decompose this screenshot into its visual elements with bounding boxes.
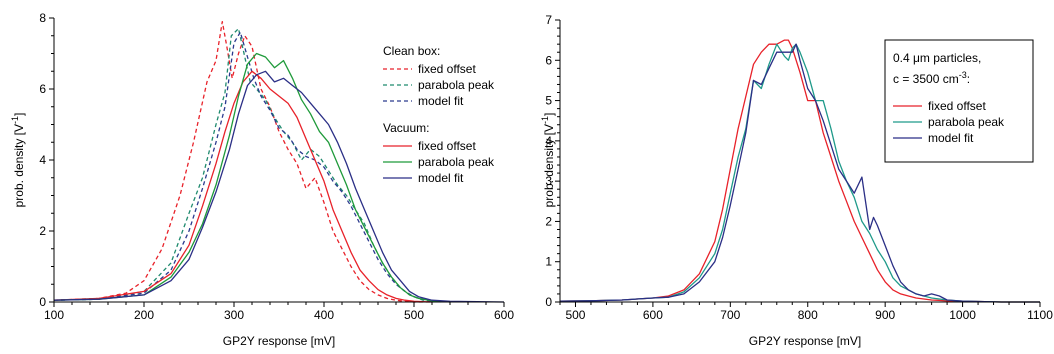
right-y-tick-label: 2 bbox=[545, 214, 552, 228]
right-y-tick-label: 3 bbox=[545, 174, 552, 188]
right-y-tick-label: 5 bbox=[545, 94, 552, 108]
legend-parabola-peak: parabola peak bbox=[928, 115, 1005, 129]
left-y-axis-label: prob. density [V-1] bbox=[10, 113, 26, 208]
legend-vacuum-model-fit: model fit bbox=[418, 171, 464, 185]
left-series-cleanbox-fixed-offset bbox=[53, 20, 432, 303]
right-axes bbox=[555, 19, 1041, 307]
left-x-axis-label: GP2Y response [mV] bbox=[223, 334, 336, 348]
right-y-tick-label: 6 bbox=[545, 53, 552, 67]
right-tick-labels: 500 600 700 800 900 1000 1100 0 1 2 3 4 5 6 7 bbox=[545, 13, 1053, 322]
legend-title-concentration: c = 3500 cm-3: bbox=[893, 70, 970, 86]
legend-group-title-clean-box: Clean box: bbox=[383, 44, 440, 58]
left-tick-labels: 100 200 300 400 500 600 0 2 4 6 8 bbox=[39, 11, 514, 322]
left-y-tick-label: 8 bbox=[39, 11, 46, 25]
right-x-axis-label: GP2Y response [mV] bbox=[749, 334, 862, 348]
right-legend-box bbox=[884, 39, 1034, 163]
right-x-tick-label: 900 bbox=[875, 308, 895, 322]
right-x-tick-label: 700 bbox=[720, 308, 740, 322]
left-x-tick-label: 500 bbox=[404, 308, 424, 322]
legend-title-particles: 0.4 μm particles, bbox=[893, 51, 981, 65]
right-y-tick-label: 1 bbox=[545, 255, 552, 269]
left-y-tick-label: 0 bbox=[39, 295, 46, 309]
right-series-fixed-offset bbox=[559, 39, 1040, 303]
left-series-vacuum-parabola-peak bbox=[53, 52, 451, 303]
legend-vacuum-parabola-peak: parabola peak bbox=[418, 155, 495, 169]
right-legend: 0.4 μm particles, c = 3500 cm-3: fixed o… bbox=[884, 39, 1034, 163]
left-axes bbox=[49, 17, 505, 307]
right-y-axis-label: prob. density [V-1] bbox=[540, 113, 556, 208]
left-series-cleanbox-model-fit bbox=[53, 31, 433, 303]
left-x-tick-label: 600 bbox=[494, 308, 514, 322]
right-x-tick-label: 1100 bbox=[1027, 308, 1053, 322]
right-y-tick-label: 4 bbox=[545, 134, 552, 148]
right-x-tick-label: 1000 bbox=[949, 308, 976, 322]
legend-clean-model-fit: model fit bbox=[418, 94, 464, 108]
left-series-vacuum-model-fit bbox=[53, 70, 505, 303]
right-y-tick-label: 0 bbox=[545, 295, 552, 309]
left-x-tick-label: 200 bbox=[134, 308, 154, 322]
right-x-tick-label: 800 bbox=[798, 308, 818, 322]
right-plot-area bbox=[559, 39, 1040, 303]
left-x-tick-label: 100 bbox=[44, 308, 64, 322]
right-x-tick-label: 500 bbox=[565, 308, 585, 322]
left-x-tick-label: 300 bbox=[224, 308, 244, 322]
left-series-vacuum-fixed-offset bbox=[53, 70, 433, 303]
legend-vacuum-fixed-offset: fixed offset bbox=[418, 139, 476, 153]
legend-group-title-vacuum: Vacuum: bbox=[383, 121, 429, 135]
left-legend: Clean box: fixed offset parabola peak mo… bbox=[383, 44, 495, 185]
right-x-tick-label: 600 bbox=[643, 308, 663, 322]
right-y-tick-label: 7 bbox=[545, 13, 552, 27]
legend-clean-fixed-offset: fixed offset bbox=[418, 62, 476, 76]
left-x-tick-label: 400 bbox=[314, 308, 334, 322]
right-series-model-fit bbox=[559, 43, 1040, 303]
right-chart: 500 600 700 800 900 1000 1100 0 1 2 3 4 5 6 7 GP2Y res… bbox=[540, 13, 1053, 348]
left-y-tick-label: 4 bbox=[39, 153, 46, 167]
legend-fixed-offset: fixed offset bbox=[928, 99, 986, 113]
left-y-tick-label: 2 bbox=[39, 224, 46, 238]
legend-model-fit: model fit bbox=[928, 131, 974, 145]
left-series-cleanbox-parabola-peak bbox=[53, 27, 442, 303]
legend-clean-parabola-peak: parabola peak bbox=[418, 78, 495, 92]
left-chart: 100 200 300 400 500 600 0 2 4 6 8 GP2Y response [m… bbox=[10, 11, 514, 348]
left-y-tick-label: 6 bbox=[39, 82, 46, 96]
left-plot-area bbox=[53, 20, 505, 303]
